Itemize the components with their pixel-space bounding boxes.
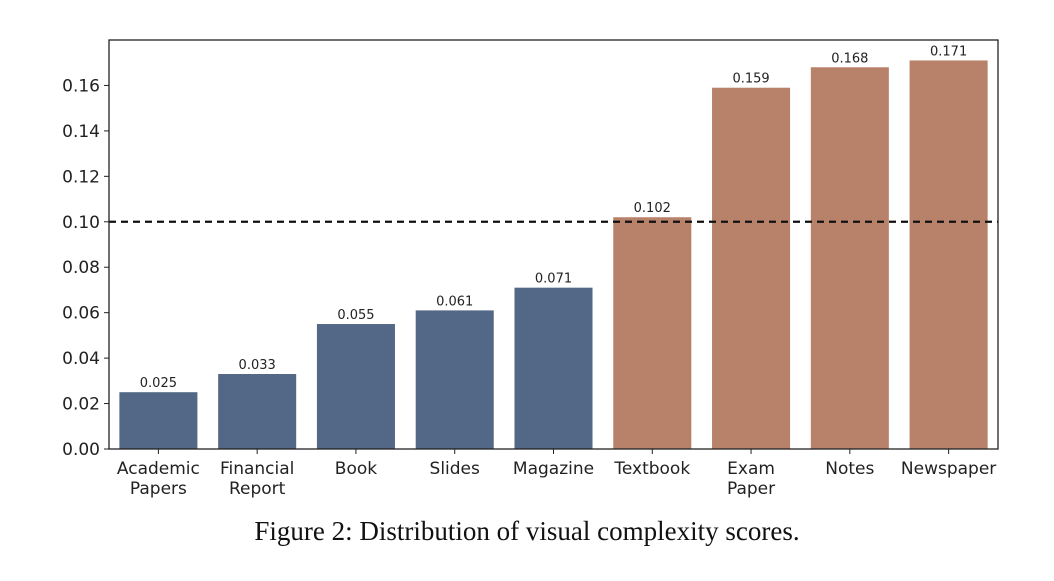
value-label: 0.061 [436, 294, 473, 309]
y-tick-label: 0.04 [62, 349, 100, 369]
category-label-line: Notes [825, 459, 874, 479]
y-tick-label: 0.14 [62, 122, 100, 142]
bar [119, 392, 198, 449]
category-label-line: Academic [117, 459, 200, 479]
category-label-line: Report [229, 479, 286, 499]
bar [909, 60, 988, 449]
category-label-line: Book [335, 459, 377, 479]
bars-group [119, 60, 988, 450]
value-label: 0.025 [140, 376, 177, 391]
category-label: Book [335, 459, 377, 479]
value-labels-group: 0.025 0.033 0.055 0.061 0.071 0.102 0.159 0.168… [140, 44, 967, 391]
y-tick-label: 0.16 [62, 76, 100, 96]
x-axis: Academic Papers Financial Report Book Slides M… [117, 449, 996, 499]
category-label-line: Exam [727, 459, 775, 479]
bar [810, 67, 889, 450]
bar [613, 217, 692, 449]
category-label-line: Papers [130, 479, 187, 499]
bar [514, 287, 593, 449]
y-axis: 0.00 0.02 0.04 0.06 0.08 0.10 0.12 0.14 0.16 [62, 76, 109, 460]
category-label-line: Newspaper [901, 459, 996, 479]
y-tick-label: 0.06 [62, 304, 100, 324]
y-tick-label: 0.12 [62, 167, 100, 187]
category-label-line: Magazine [513, 459, 594, 479]
category-label: Textbook [613, 459, 690, 479]
category-label: Notes [825, 459, 874, 479]
category-label-line: Slides [430, 459, 480, 479]
y-tick-label: 0.00 [62, 440, 100, 460]
category-label: Newspaper [901, 459, 996, 479]
category-label-line: Paper [727, 479, 775, 499]
value-label: 0.159 [732, 72, 769, 87]
category-label: Magazine [513, 459, 594, 479]
bar [712, 87, 791, 449]
category-label: Financial Report [220, 459, 294, 499]
category-label: Slides [430, 459, 480, 479]
category-label-line: Textbook [613, 459, 690, 479]
bar [415, 310, 494, 449]
bar [316, 324, 395, 449]
bar [218, 374, 297, 449]
y-tick-label: 0.02 [62, 395, 100, 415]
y-tick-label: 0.08 [62, 258, 100, 278]
figure-caption: Figure 2: Distribution of visual complex… [254, 516, 800, 546]
bar-chart: 0.025 0.033 0.055 0.061 0.071 0.102 0.159 0.168… [62, 39, 999, 499]
category-label-line: Financial [220, 459, 294, 479]
value-label: 0.168 [831, 51, 868, 66]
value-label: 0.171 [930, 44, 967, 59]
y-tick-label: 0.10 [62, 213, 100, 233]
value-label: 0.055 [337, 308, 374, 323]
category-label: Academic Papers [117, 459, 200, 499]
value-label: 0.102 [634, 201, 671, 216]
value-label: 0.033 [239, 358, 276, 373]
category-label: Exam Paper [727, 459, 775, 499]
value-label: 0.071 [535, 272, 572, 287]
